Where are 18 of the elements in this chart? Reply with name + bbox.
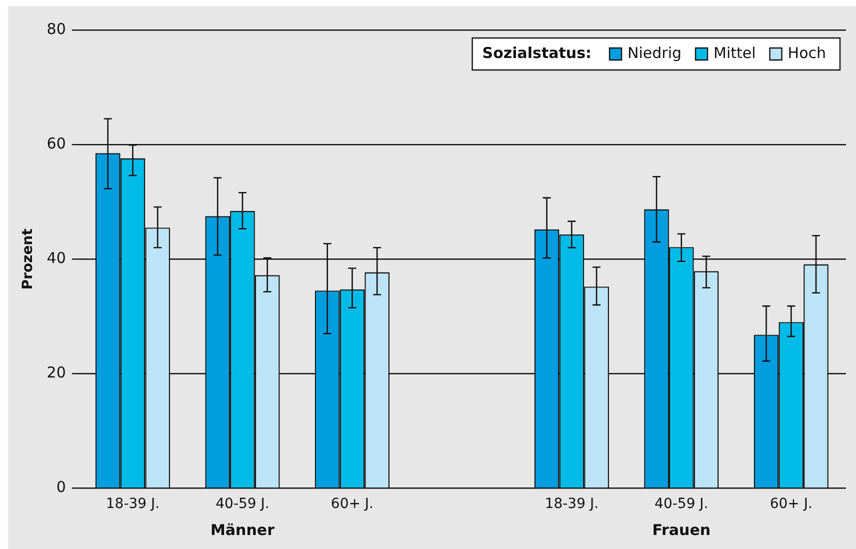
y-tick-label: 0 — [56, 478, 66, 496]
x-tick-label: 18-39 J. — [544, 496, 599, 512]
y-tick-label: 40 — [46, 248, 66, 267]
legend-label: Niedrig — [628, 44, 682, 62]
x-tick-label: 40-59 J. — [654, 496, 708, 512]
x-tick-label: 18-39 J. — [106, 496, 160, 512]
legend-label: Hoch — [788, 44, 826, 62]
x-tick-label: 60+ J. — [330, 496, 374, 512]
text: Frauen — [652, 521, 711, 540]
y-tick-label: 80 — [46, 20, 66, 38]
y-tick-label: 60 — [46, 134, 66, 152]
x-tick-label: 60+ J. — [770, 496, 812, 512]
legend-label: Mittel — [714, 44, 756, 62]
text: Männer — [210, 521, 276, 540]
x-tick-label: 40-59 J. — [216, 496, 270, 512]
y-tick-label: 20 — [46, 364, 66, 382]
legend-title: Sozialstatus: — [482, 44, 592, 62]
y-axis-title: Prozent — [20, 228, 36, 290]
